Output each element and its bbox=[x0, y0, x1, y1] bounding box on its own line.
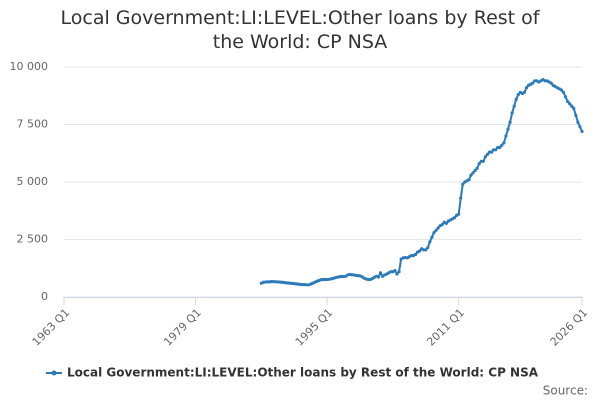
data-point bbox=[430, 235, 434, 239]
data-point bbox=[580, 129, 584, 133]
data-point bbox=[376, 275, 381, 279]
data-point bbox=[469, 173, 473, 177]
x-tick-label: 2011 Q1 bbox=[424, 306, 467, 349]
chart-title: Local Government:LI:LEVEL:Other loans by… bbox=[60, 7, 540, 53]
data-point bbox=[485, 152, 490, 156]
data-point bbox=[572, 106, 576, 110]
data-point bbox=[393, 268, 397, 273]
data-point bbox=[434, 228, 438, 232]
data-point bbox=[457, 212, 461, 216]
data-point bbox=[483, 155, 487, 159]
data-point bbox=[471, 171, 475, 175]
x-tick-label: 1963 Q1 bbox=[30, 306, 73, 349]
data-point bbox=[489, 150, 494, 154]
x-tick-label: 2026 Q1 bbox=[548, 306, 591, 349]
y-tick-label: 0 bbox=[41, 290, 48, 303]
data-point bbox=[378, 271, 383, 275]
data-point bbox=[570, 104, 574, 108]
data-point bbox=[494, 148, 498, 152]
data-point bbox=[467, 178, 471, 182]
data-point bbox=[461, 182, 465, 186]
data-point bbox=[568, 102, 572, 106]
data-point bbox=[574, 113, 578, 117]
data-point bbox=[502, 141, 506, 145]
data-point bbox=[475, 166, 479, 170]
data-point bbox=[428, 240, 432, 244]
data-point bbox=[500, 143, 504, 147]
data-point bbox=[516, 93, 520, 97]
data-point bbox=[397, 270, 401, 274]
data-point bbox=[504, 134, 508, 138]
legend-label: Local Government:LI:LEVEL:Other loans by… bbox=[67, 366, 539, 380]
data-point bbox=[576, 120, 580, 124]
data-point bbox=[473, 168, 477, 173]
data-point bbox=[432, 231, 436, 235]
data-point bbox=[578, 125, 582, 129]
data-point bbox=[418, 249, 422, 253]
legend-marker bbox=[51, 370, 57, 376]
source: Source: bbox=[543, 384, 588, 398]
data-point bbox=[524, 86, 529, 90]
data-point bbox=[481, 159, 485, 163]
data-point bbox=[440, 222, 444, 227]
data-point bbox=[512, 104, 516, 108]
data-point bbox=[514, 97, 518, 101]
y-tick-label: 10 000 bbox=[10, 60, 49, 73]
data-point bbox=[506, 127, 510, 131]
data-point bbox=[559, 88, 564, 92]
data-point bbox=[508, 120, 512, 124]
data-point bbox=[477, 162, 481, 166]
data-point bbox=[444, 221, 448, 225]
data-point bbox=[436, 226, 440, 230]
data-point bbox=[563, 95, 568, 99]
data-point bbox=[549, 81, 553, 85]
data-point bbox=[413, 252, 418, 257]
data-point bbox=[459, 196, 463, 200]
data-point bbox=[510, 111, 514, 115]
data-point bbox=[561, 90, 566, 94]
data-point bbox=[531, 81, 535, 85]
data-point bbox=[566, 99, 570, 104]
data-point bbox=[498, 145, 502, 150]
y-tick-label: 2 500 bbox=[17, 233, 49, 246]
data-point bbox=[452, 216, 457, 220]
y-tick-label: 5 000 bbox=[17, 175, 49, 188]
data-point bbox=[522, 90, 527, 94]
x-tick-label: 1979 Q1 bbox=[161, 306, 204, 349]
data-point bbox=[426, 245, 430, 250]
data-point bbox=[395, 272, 399, 276]
y-tick-label: 7 500 bbox=[17, 118, 49, 131]
x-tick-label: 1995 Q1 bbox=[293, 306, 336, 349]
data-point bbox=[424, 248, 428, 252]
